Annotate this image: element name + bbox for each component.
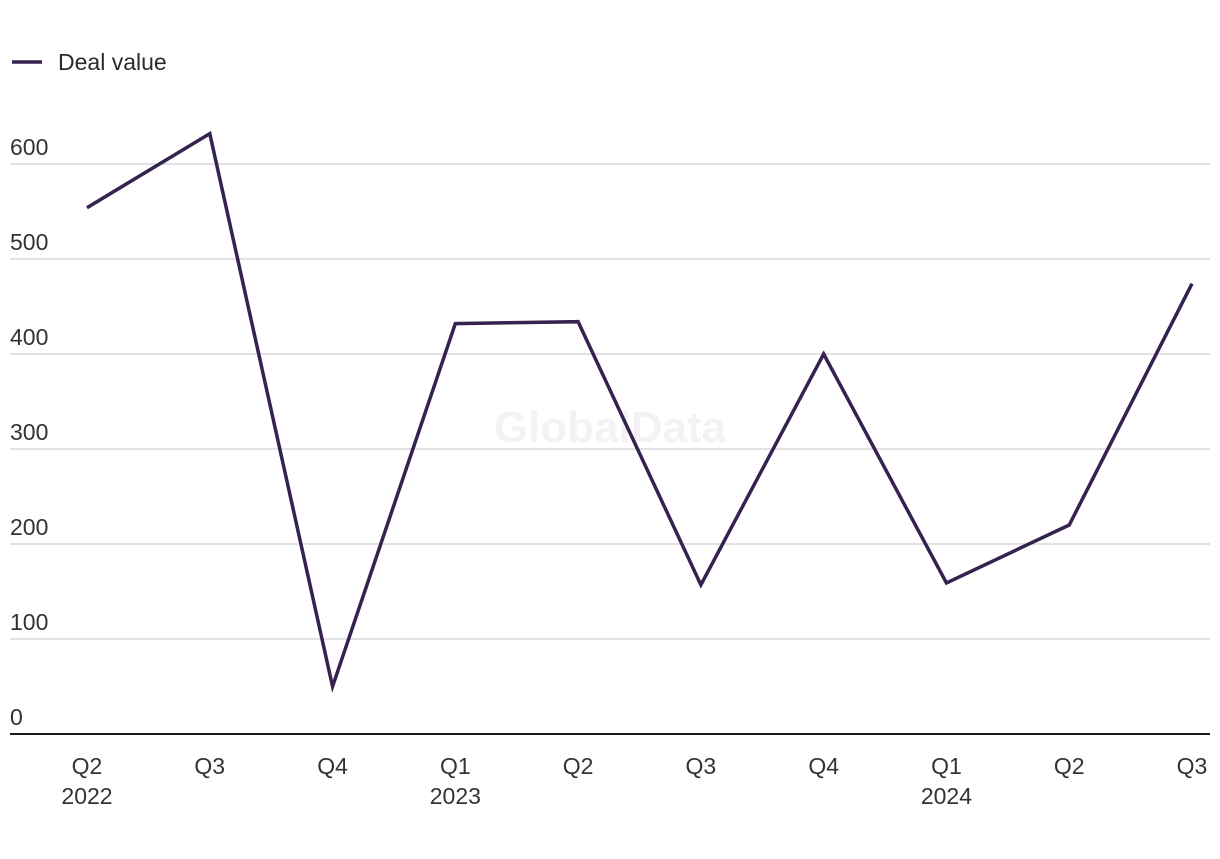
x-tick-label: Q3 — [1177, 753, 1208, 779]
x-tick-label: Q1 — [931, 753, 962, 779]
gridlines — [10, 163, 1210, 640]
watermark: GlobalData — [494, 403, 727, 452]
x-tick-label: Q4 — [808, 753, 839, 779]
x-tick-label: Q4 — [317, 753, 348, 779]
y-tick-label: 0 — [10, 704, 23, 730]
x-tick-label: Q2 — [1054, 753, 1085, 779]
legend: Deal value — [12, 49, 167, 75]
y-tick-label: 200 — [10, 514, 48, 540]
x-tick-label: Q3 — [194, 753, 225, 779]
x-tick-label: Q3 — [686, 753, 717, 779]
series-group — [86, 130, 1194, 693]
x-axis-ticks: Q2 2022 Q3 Q4 Q1 2023 Q2 Q3 Q4 Q1 2024 Q2 Q3 — [61, 753, 1207, 809]
x-year-label: 2023 — [430, 783, 481, 809]
x-year-label: 2024 — [921, 783, 972, 809]
x-tick-label: Q1 — [440, 753, 471, 779]
y-tick-label: 100 — [10, 609, 48, 635]
x-year-label: 2022 — [61, 783, 112, 809]
y-tick-label: 300 — [10, 419, 48, 445]
legend-label: Deal value — [58, 49, 167, 75]
y-tick-label: 400 — [10, 324, 48, 350]
x-tick-label: Q2 — [72, 753, 103, 779]
x-tick-label: Q2 — [563, 753, 594, 779]
series-line-deal-value — [86, 130, 1194, 693]
y-tick-label: 500 — [10, 229, 48, 255]
y-axis-ticks: 0 100 200 300 400 500 600 — [10, 134, 48, 730]
y-tick-label: 600 — [10, 134, 48, 160]
